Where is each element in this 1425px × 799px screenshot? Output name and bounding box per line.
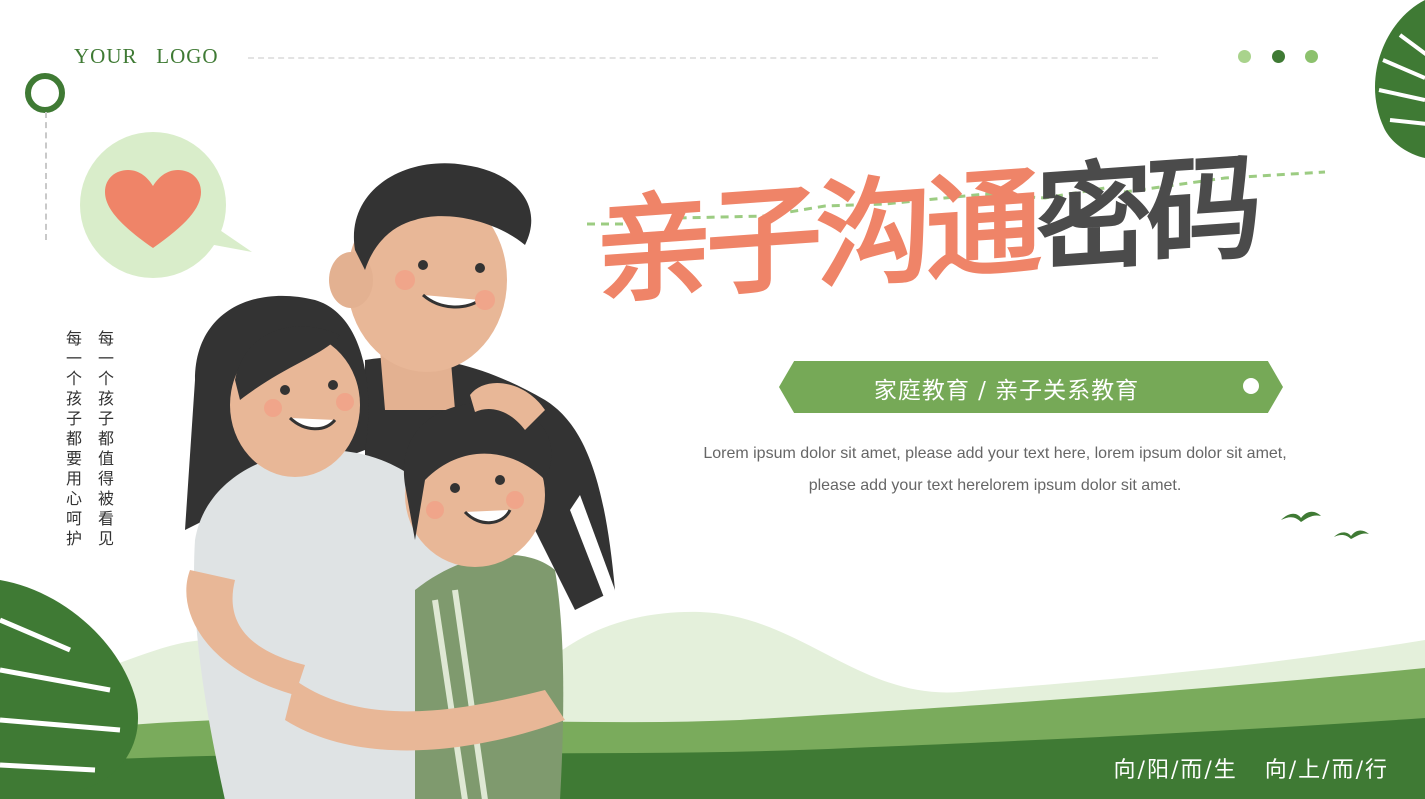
monstera-leaf-icon — [0, 580, 139, 792]
mom-arm — [186, 570, 305, 695]
subtitle-text: 家庭教育 / 亲子关系教育 — [873, 378, 1140, 404]
side-text-col1: 每一个孩子都值得被看见 — [95, 330, 114, 550]
speech-bubble-icon — [80, 132, 252, 278]
decor-dot-2 — [1272, 50, 1285, 63]
family-illustration — [185, 163, 615, 799]
dad-hair — [353, 163, 532, 270]
header-divider — [248, 57, 1158, 59]
ring-icon — [25, 73, 65, 113]
hug-arm — [285, 680, 565, 751]
logo-text: YOUR LOGO — [74, 44, 219, 68]
side-text-col2: 每一个孩子都要用心呵护 — [63, 330, 82, 550]
child-body — [415, 554, 564, 799]
bird-icon — [1281, 511, 1321, 522]
description: Lorem ipsum dolor sit amet, please add y… — [640, 438, 1350, 502]
heart-icon — [105, 170, 201, 248]
banner-dot — [1243, 378, 1259, 394]
description-line-1: Lorem ipsum dolor sit amet, please add y… — [703, 445, 1287, 462]
dad-hand — [470, 383, 545, 430]
child-hair — [403, 402, 552, 540]
description-line-2: please add your text herelorem ipsum dol… — [808, 477, 1182, 494]
title-part-2: 密码 — [1036, 139, 1256, 291]
bird-icon — [1334, 530, 1369, 539]
subtitle-banner: 家庭教育 / 亲子关系教育 — [779, 361, 1283, 413]
vertical-dashed-line — [45, 112, 47, 240]
monstera-leaf-icon — [1375, 0, 1425, 158]
title-dashed-line — [587, 170, 1326, 226]
motto: 向/阳/而/生 向/上/而/行 — [1113, 758, 1389, 783]
decor-dot-3 — [1305, 50, 1318, 63]
decor-dot-1 — [1238, 50, 1251, 63]
